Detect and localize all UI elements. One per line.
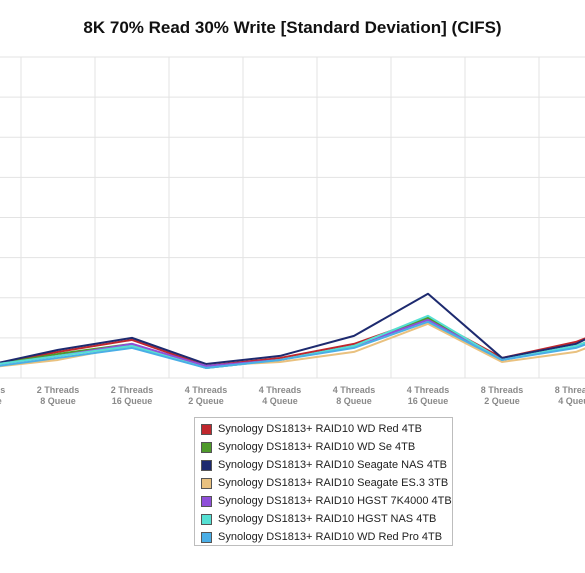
- x-tick-label: 4 Threads 16 Queue: [407, 385, 450, 406]
- legend-swatch: [201, 495, 212, 507]
- chart-legend: Synology DS1813+ RAID10 WD Red 4TB Synolo…: [194, 417, 453, 546]
- legend-item: Synology DS1813+ RAID10 Seagate NAS 4TB: [195, 456, 452, 474]
- series-line-6: [0, 314, 585, 369]
- legend-label: Synology DS1813+ RAID10 WD Se 4TB: [218, 441, 416, 453]
- legend-label: Synology DS1813+ RAID10 WD Red 4TB: [218, 423, 422, 435]
- x-tick-label: 2 Threads 16 Queue: [111, 385, 154, 406]
- legend-swatch: [201, 441, 212, 453]
- x-tick-label: 4 Threads 4 Queue: [259, 385, 302, 406]
- legend-swatch: [201, 423, 212, 435]
- legend-swatch: [201, 513, 212, 525]
- legend-swatch: [201, 531, 212, 543]
- x-tick-label: 8 Threads 2 Queue: [481, 385, 524, 406]
- legend-label: Synology DS1813+ RAID10 WD Red Pro 4TB: [218, 531, 443, 543]
- legend-item: Synology DS1813+ RAID10 Seagate ES.3 3TB: [195, 474, 452, 492]
- series-line-3: [0, 292, 585, 365]
- series-line-5: [0, 318, 585, 367]
- legend-item: Synology DS1813+ RAID10 HGST 7K4000 4TB: [195, 492, 452, 510]
- legend-label: Synology DS1813+ RAID10 Seagate ES.3 3TB: [218, 477, 449, 489]
- legend-label: Synology DS1813+ RAID10 HGST 7K4000 4TB: [218, 495, 452, 507]
- legend-label: Synology DS1813+ RAID10 HGST NAS 4TB: [218, 513, 437, 525]
- x-tick-label: 4 Threads 8 Queue: [333, 385, 376, 406]
- legend-swatch: [201, 477, 212, 489]
- x-tick-label: 4 Threads 2 Queue: [185, 385, 228, 406]
- legend-item: Synology DS1813+ RAID10 WD Red Pro 4TB: [195, 528, 452, 546]
- series-line-7: [0, 320, 585, 369]
- x-tick-label: 2 Threads 8 Queue: [37, 385, 80, 406]
- legend-label: Synology DS1813+ RAID10 Seagate NAS 4TB: [218, 459, 447, 471]
- chart-title: 8K 70% Read 30% Write [Standard Deviatio…: [83, 18, 502, 37]
- legend-item: Synology DS1813+ RAID10 WD Se 4TB: [195, 438, 452, 456]
- legend-item: Synology DS1813+ RAID10 HGST NAS 4TB: [195, 510, 452, 528]
- legend-item: Synology DS1813+ RAID10 WD Red 4TB: [195, 420, 452, 438]
- legend-swatch: [201, 459, 212, 471]
